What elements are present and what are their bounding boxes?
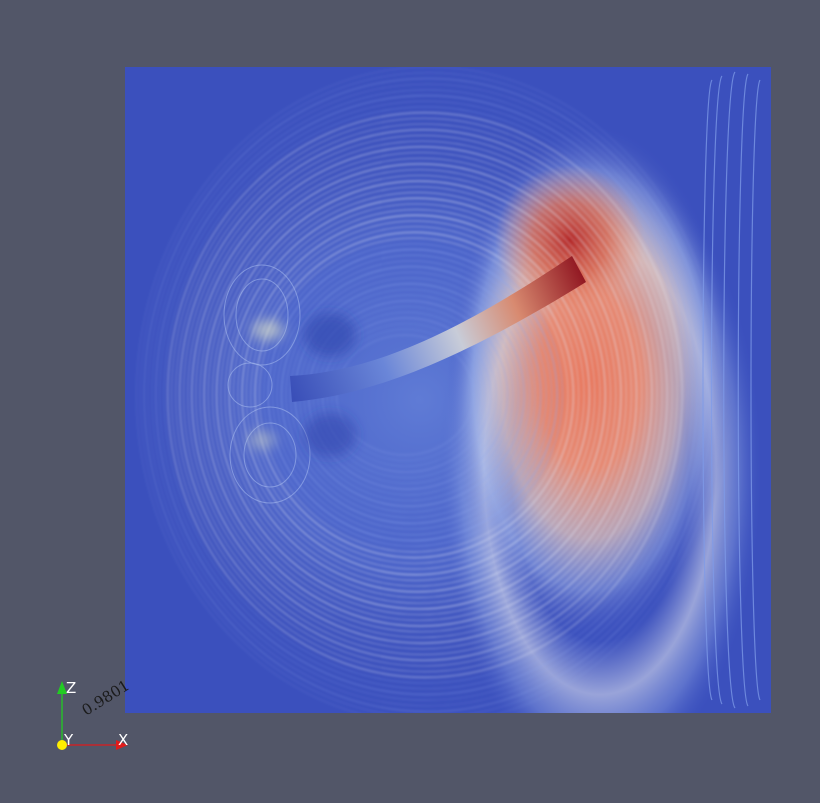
streamline — [263, 243, 563, 547]
root-eddy-highlights — [248, 313, 356, 457]
x-axis-label: X — [118, 731, 128, 749]
streamline — [159, 100, 693, 690]
streamline — [187, 140, 658, 650]
right-wall-streamlines — [702, 71, 761, 709]
root-eddies — [223, 264, 311, 504]
orientation-axes: X Y Z — [57, 679, 128, 750]
beam-tip-hotspot — [125, 67, 771, 713]
streamline — [203, 163, 638, 627]
streamline — [237, 209, 596, 581]
streamline — [195, 152, 648, 638]
time-annotation: 0.9801 — [79, 676, 133, 719]
streamline — [285, 271, 536, 519]
simulation-domain — [125, 67, 771, 713]
streamline — [147, 83, 708, 707]
streamline — [136, 67, 722, 713]
streamline — [258, 237, 569, 553]
streamline — [228, 197, 606, 593]
streamline — [191, 146, 653, 644]
streamline — [220, 186, 617, 604]
streamline — [140, 72, 717, 713]
streamline — [267, 248, 558, 542]
x-axis-arrow-icon — [116, 740, 128, 750]
streamline — [245, 220, 585, 570]
z-axis-arrow-icon — [57, 681, 67, 694]
flexible-beam — [290, 256, 586, 402]
streamline — [215, 180, 622, 610]
y-axis-label: Y — [63, 731, 74, 749]
streamline — [171, 117, 678, 673]
streamline — [175, 123, 673, 667]
streamline — [224, 192, 611, 598]
z-axis-label: Z — [66, 679, 76, 697]
streamline — [280, 265, 542, 525]
streamline — [183, 135, 663, 655]
streamline — [199, 157, 643, 633]
streamline — [166, 111, 683, 679]
streamline — [163, 106, 688, 684]
streamline — [155, 94, 698, 696]
streamline — [211, 174, 627, 616]
y-axis-dot-icon — [57, 740, 67, 750]
streamline — [272, 254, 553, 536]
streamline — [207, 169, 632, 621]
streamline — [250, 226, 580, 564]
streamlines — [136, 67, 722, 713]
streamline — [241, 214, 591, 576]
streamline — [178, 129, 668, 661]
streamline — [276, 260, 547, 530]
streamline — [254, 231, 575, 559]
streamline — [151, 89, 703, 701]
streamline — [233, 203, 601, 587]
streamline — [290, 277, 531, 513]
